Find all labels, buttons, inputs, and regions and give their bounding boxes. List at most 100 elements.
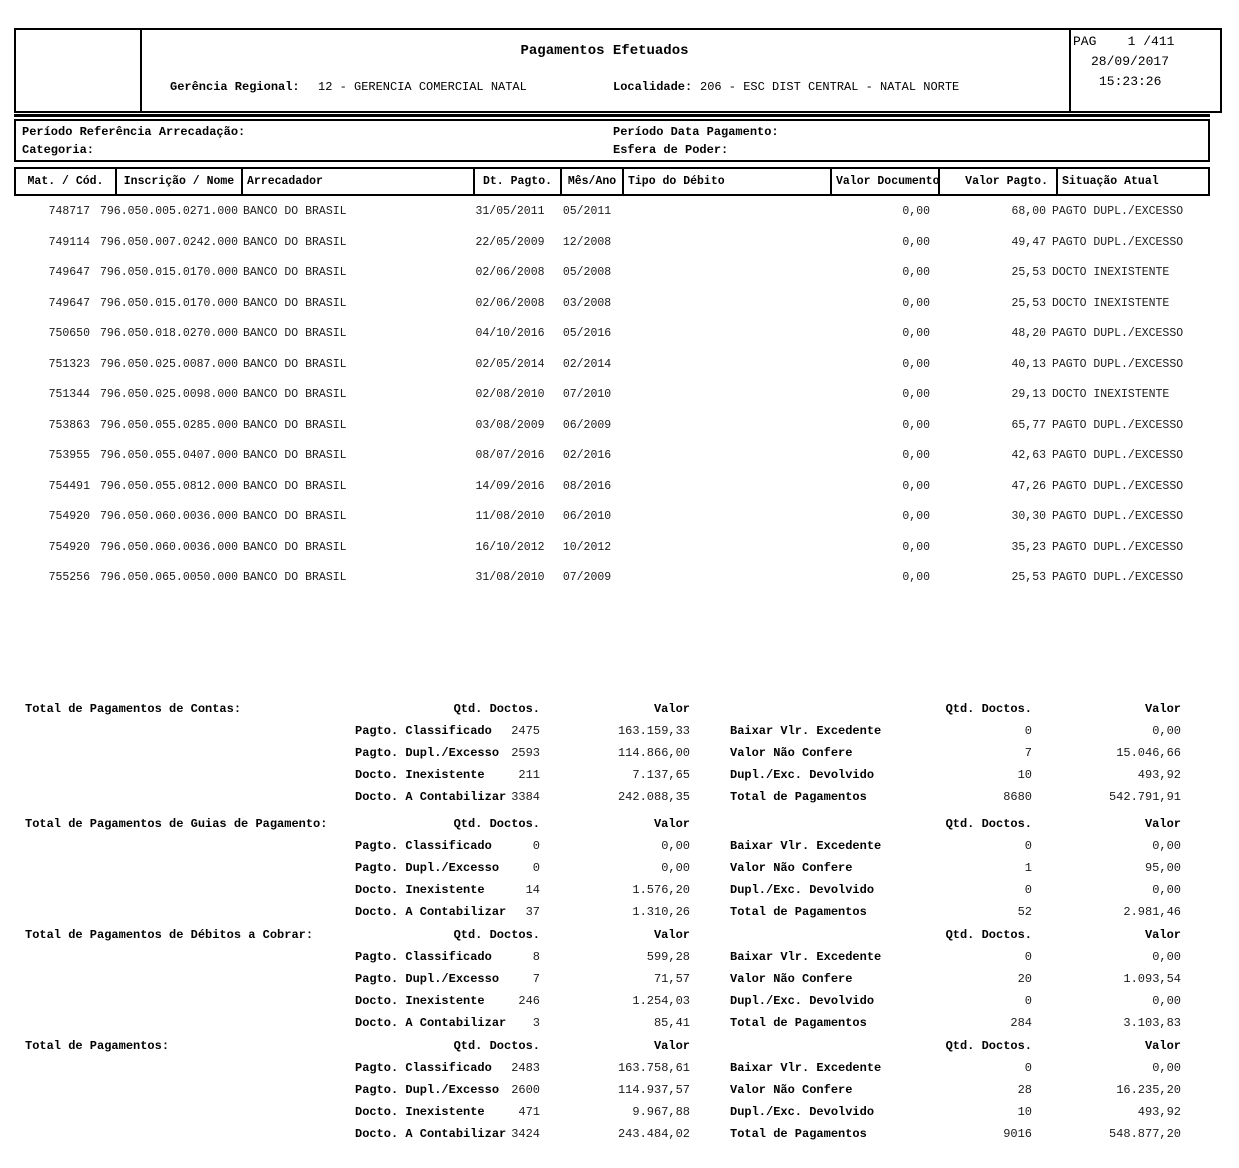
cell-tipo-debito: [626, 541, 821, 555]
cell-inscricao: 796.050.025.0098.000: [100, 388, 239, 401]
summary-row-label: Pagto. Dupl./Excesso: [355, 1083, 500, 1097]
valor-value: 542.791,91: [1108, 790, 1181, 804]
valor-value: 1.254,03: [632, 994, 690, 1008]
valor-value: 1.310,26: [632, 905, 690, 919]
page-info-divider: [1069, 30, 1071, 111]
cell-inscricao: 796.050.015.0170.000: [100, 266, 239, 279]
summary-block-title: Total de Pagamentos de Guias de Pagament…: [25, 817, 328, 831]
cell-situacao: DOCTO INEXISTENTE: [1052, 266, 1170, 279]
column-header-arrecadador: Arrecadador: [241, 169, 473, 194]
cell-situacao: PAGTO DUPL./EXCESSO: [1052, 571, 1184, 584]
cell-mat: 748717: [48, 205, 90, 218]
summary-row: Docto. Inexistente 471 9.967,88 Dupl./Exc. …: [0, 1105, 1239, 1120]
cell-valor-documento: 0,00: [902, 357, 930, 371]
summary-row-label: Valor Não Confere: [730, 1083, 853, 1097]
cell-mat: 750650: [48, 327, 90, 340]
cell-mes-ano: 12/2008: [562, 235, 612, 249]
summary-row-label: Valor Não Confere: [730, 861, 853, 875]
valor-value: 16.235,20: [1116, 1083, 1181, 1097]
cell-mes-ano: 08/2016: [562, 479, 612, 493]
table-row: 748717 796.050.005.0271.000 BANCO DO BRASI…: [0, 205, 1239, 219]
summary-row-label: Docto. A Contabilizar: [355, 790, 507, 804]
cell-arrecadador: BANCO DO BRASIL: [243, 205, 347, 218]
summary-row-label: Total de Pagamentos: [730, 905, 867, 919]
table-row: 750650 796.050.018.0270.000 BANCO DO BRASI…: [0, 327, 1239, 341]
cell-mat: 749647: [48, 266, 90, 279]
valor-value: 243.484,02: [617, 1127, 690, 1141]
column-header-valor-pagto: Valor Pagto.: [938, 169, 1056, 194]
cell-valor-pagto: 49,47: [1011, 235, 1046, 249]
cell-arrecadador: BANCO DO BRASIL: [243, 235, 347, 249]
summary-row-label: Baixar Vlr. Excedente: [730, 1061, 882, 1075]
summary-row: Docto. Inexistente 211 7.137,65 Dupl./Exc. …: [0, 768, 1239, 783]
cell-dt-pagto: 03/08/2009: [475, 418, 545, 432]
cell-valor-pagto: 40,13: [1011, 357, 1046, 371]
qtd-doctos-value: 52: [1017, 905, 1032, 919]
summary-row: Pagto. Classificado 2475 163.159,33 Baixar …: [0, 724, 1239, 739]
cell-tipo-debito: [626, 510, 821, 524]
cell-inscricao: 796.050.060.0036.000: [100, 540, 239, 554]
qtd-doctos-header: Qtd. Doctos.: [453, 702, 540, 716]
column-header-mes-ano: Mês/Ano: [560, 169, 622, 194]
summary-row-label: Pagto. Classificado: [355, 950, 492, 964]
valor-value: 0,00: [1152, 950, 1181, 964]
valor-header: Valor: [1144, 817, 1181, 831]
cell-dt-pagto: 31/08/2010: [475, 571, 545, 584]
categoria-label: Categoria:: [22, 143, 95, 157]
qtd-doctos-value: 471: [518, 1105, 540, 1119]
cell-dt-pagto: 22/05/2009: [475, 235, 545, 249]
summary-row: Pagto. Classificado 8 599,28 Baixar Vlr. Ex…: [0, 950, 1239, 965]
summary-row: Docto. A Contabilizar 3 85,41 Total de Paga…: [0, 1016, 1239, 1031]
report-title: Pagamentos Efetuados: [520, 43, 689, 59]
valor-value: 0,00: [1152, 839, 1181, 853]
valor-value: 493,92: [1137, 768, 1181, 782]
cell-arrecadador: BANCO DO BRASIL: [243, 540, 347, 554]
cell-dt-pagto: 02/06/2008: [475, 296, 545, 310]
cell-valor-pagto: 48,20: [1011, 327, 1046, 340]
summary-row-label: Docto. Inexistente: [355, 883, 485, 897]
valor-value: 71,57: [653, 972, 690, 986]
summary-row: Pagto. Dupl./Excesso 7 71,57 Valor Não Conf…: [0, 972, 1239, 987]
cell-inscricao: 796.050.025.0087.000: [100, 357, 239, 371]
cell-dt-pagto: 14/09/2016: [475, 479, 545, 493]
summary-row-label: Valor Não Confere: [730, 746, 853, 760]
summary-row: Pagto. Classificado 2483 163.758,61 Baixar …: [0, 1061, 1239, 1076]
cell-valor-pagto: 68,00: [1011, 205, 1046, 218]
summary-row-label: Docto. A Contabilizar: [355, 905, 507, 919]
valor-header: Valor: [1144, 702, 1181, 716]
summary-row-label: Docto. Inexistente: [355, 994, 485, 1008]
cell-dt-pagto: 02/05/2014: [475, 357, 545, 371]
summary-row: Docto. Inexistente 14 1.576,20 Dupl./Exc. D…: [0, 883, 1239, 898]
qtd-doctos-header: Qtd. Doctos.: [945, 1039, 1032, 1053]
cell-dt-pagto: 02/08/2010: [475, 388, 545, 401]
qtd-doctos-value: 0: [1024, 1061, 1032, 1075]
summary-row-label: Total de Pagamentos: [730, 1127, 867, 1141]
summary-row-label: Pagto. Classificado: [355, 839, 492, 853]
qtd-doctos-value: 3: [532, 1016, 540, 1030]
qtd-doctos-value: 0: [1024, 724, 1032, 738]
summary-row-label: Docto. Inexistente: [355, 768, 485, 782]
summary-row-label: Baixar Vlr. Excedente: [730, 950, 882, 964]
qtd-doctos-value: 7: [1024, 746, 1032, 760]
cell-tipo-debito: [626, 571, 821, 585]
qtd-doctos-header: Qtd. Doctos.: [453, 1039, 540, 1053]
summary-row-label: Docto. Inexistente: [355, 1105, 485, 1119]
qtd-doctos-value: 0: [1024, 950, 1032, 964]
summary-row: Pagto. Dupl./Excesso 2600 114.937,57 Valor …: [0, 1083, 1239, 1098]
cell-tipo-debito: [626, 236, 821, 250]
qtd-doctos-value: 0: [1024, 839, 1032, 853]
cell-mes-ano: 05/2008: [562, 266, 612, 279]
qtd-doctos-value: 7: [532, 972, 540, 986]
summary-row-label: Baixar Vlr. Excedente: [730, 724, 882, 738]
valor-header: Valor: [653, 928, 690, 942]
cell-arrecadador: BANCO DO BRASIL: [243, 449, 347, 462]
qtd-doctos-header: Qtd. Doctos.: [945, 702, 1032, 716]
periodo-referencia-label: Período Referência Arrecadação:: [22, 125, 246, 139]
valor-header: Valor: [1144, 1039, 1181, 1053]
cell-valor-documento: 0,00: [902, 388, 930, 401]
summary-row-label: Dupl./Exc. Devolvido: [730, 1105, 875, 1119]
cell-mat: 751344: [48, 388, 90, 401]
summary-row-label: Pagto. Dupl./Excesso: [355, 746, 500, 760]
cell-mes-ano: 03/2008: [562, 296, 612, 310]
